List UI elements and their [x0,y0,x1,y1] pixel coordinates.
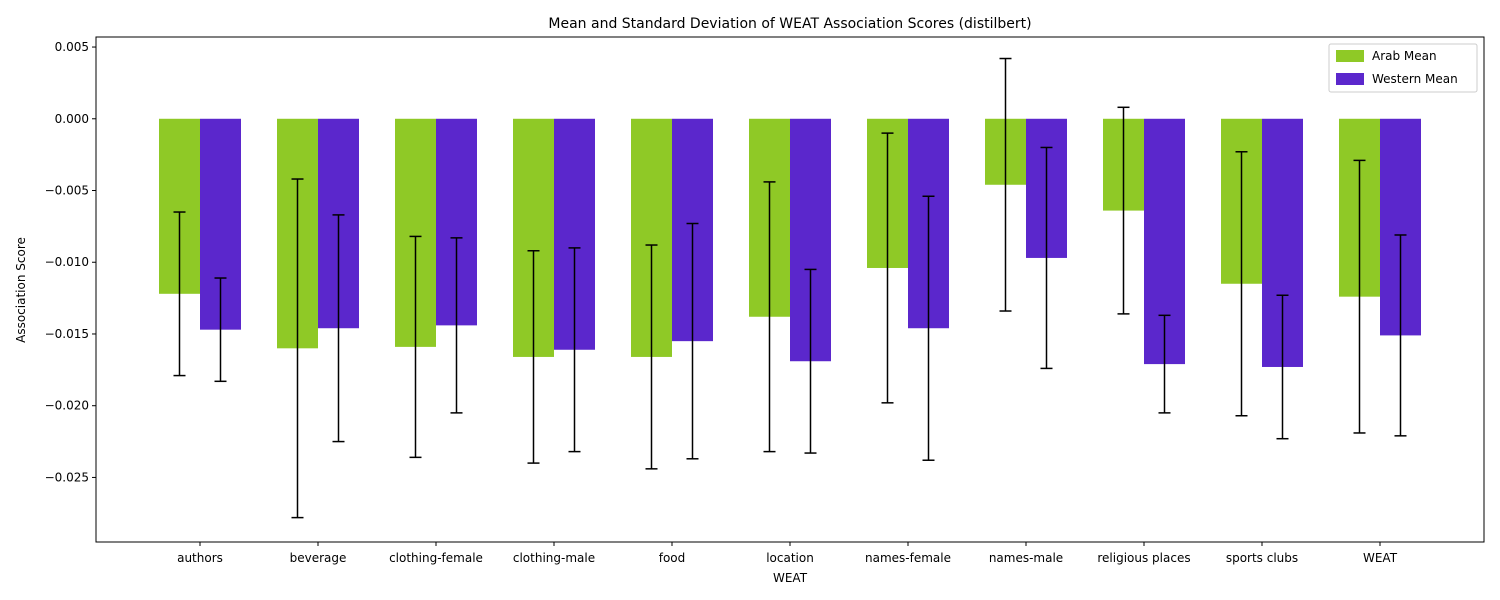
error-bar-arab-9 [1235,151,1248,417]
error-bar-western-6 [922,195,935,461]
error-bar-western-4 [686,222,699,460]
error-bar-western-1 [332,214,345,443]
error-bar-arab-4 [645,244,658,470]
chart-title: Mean and Standard Deviation of WEAT Asso… [548,16,1031,32]
y-tick-label: −0.020 [45,399,89,413]
error-bar-arab-2 [409,235,422,459]
x-axis-label: WEAT [773,571,808,585]
x-tick-label: authors [177,551,223,565]
error-bar-western-9 [1276,294,1289,440]
x-tick-label: beverage [290,551,347,565]
error-bar-arab-5 [763,181,776,453]
legend-swatch-arab [1336,50,1364,62]
x-tick-label: names-male [989,551,1063,565]
x-tick-label: clothing-male [513,551,595,565]
error-bar-western-5 [804,268,817,454]
error-bar-western-3 [568,247,581,453]
y-tick-label: −0.010 [45,255,89,269]
x-tick-label: sports clubs [1226,551,1298,565]
y-axis-label: Association Score [14,237,28,343]
error-bar-western-8 [1158,314,1171,414]
axes: −0.025 −0.020 −0.015 −0.010 −0.005 0.000 0.005… [45,40,1398,565]
legend-swatch-western [1336,73,1364,85]
error-bar-western-0 [214,277,227,383]
x-tick-label: location [766,551,814,565]
y-tick-label: 0.005 [55,40,89,54]
error-bar-arab-7 [999,57,1012,312]
error-bar-arab-3 [527,250,540,464]
error-bar-western-10 [1394,234,1407,437]
x-tick-label: food [659,551,686,565]
legend-label-arab: Arab Mean [1372,49,1437,63]
legend-box [1328,43,1478,93]
legend-label-western: Western Mean [1372,72,1458,86]
x-tick-label: clothing-female [389,551,483,565]
error-bar-western-2 [450,237,463,414]
y-tick-label: −0.015 [45,327,89,341]
error-bar-western-7 [1040,146,1053,370]
plot-area [159,57,1421,519]
error-bar-arab-1 [291,178,304,519]
x-tick-label: religious places [1097,551,1190,565]
error-bar-arab-6 [881,132,894,404]
y-tick-label: 0.000 [55,112,89,126]
error-bar-arab-10 [1353,159,1366,434]
error-bar-arab-8 [1117,106,1130,315]
x-tick-label: names-female [865,551,951,565]
legend: Arab Mean Western Mean [1328,43,1478,93]
y-tick-label: −0.025 [45,470,89,484]
x-tick-label: WEAT [1363,551,1398,565]
error-bar-arab-0 [173,211,186,377]
y-tick-label: −0.005 [45,184,89,198]
